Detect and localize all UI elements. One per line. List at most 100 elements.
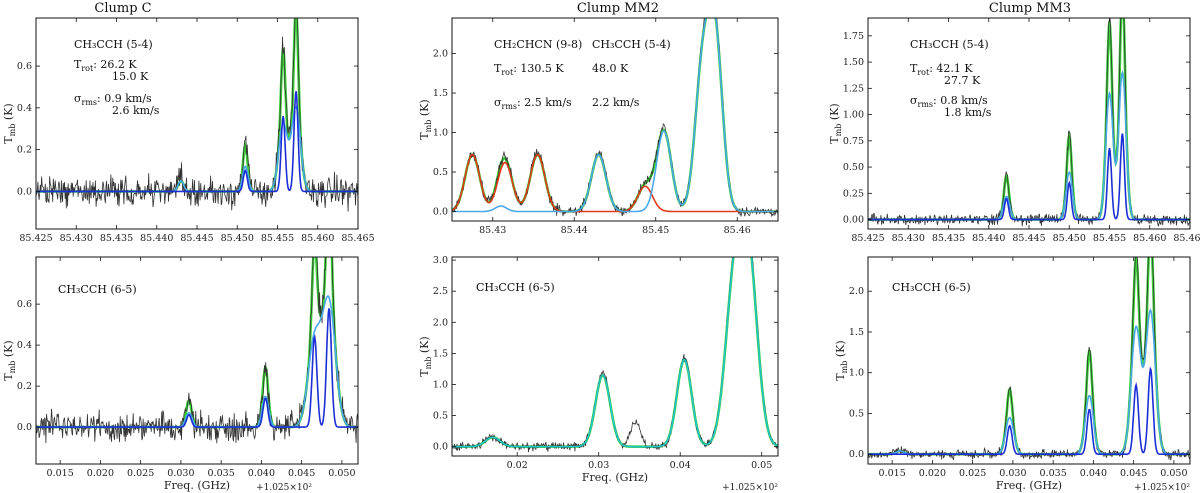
fit-component-0-line (452, 153, 778, 213)
annotation-text: 15.0 K (112, 70, 149, 83)
title-clump-c: Clump C (94, 1, 151, 16)
y-tick-label: 1.5 (433, 88, 448, 99)
annotation-text: 2.2 km/s (592, 96, 640, 109)
y-tick-label: 0.2 (17, 381, 32, 392)
x-tick-label: 0.045 (288, 468, 315, 479)
annotation-text: σrms: 0.8 km/s (910, 94, 988, 109)
x-tick-label: 0.035 (1040, 468, 1067, 479)
x-axis-label: Freq. (GHz) (164, 479, 230, 492)
offset-label-c: +1.025×10² (256, 483, 312, 493)
x-tick-label: 0.03 (588, 460, 609, 471)
annotation-text: CH₃CCH (5-4) (910, 38, 989, 51)
x-tick-label: 85.440 (140, 233, 173, 244)
x-tick-label: 85.465 (341, 233, 374, 244)
annotation-text: σrms: 0.9 km/s (74, 92, 152, 107)
x-tick-label: 0.040 (248, 468, 275, 479)
x-tick-label: 0.050 (1160, 468, 1187, 479)
x-tick-label: 85.435 (100, 233, 133, 244)
y-tick-label: 1.0 (433, 128, 448, 139)
y-tick-label: 0.4 (17, 103, 32, 114)
total-fit-line (868, 257, 1190, 456)
plot-area (36, 257, 358, 444)
x-tick-label: 0.04 (670, 460, 691, 471)
fit-component-1-line (868, 133, 1190, 221)
y-tick-label: 0.75 (843, 136, 864, 147)
x-tick-label: 0.015 (47, 468, 74, 479)
x-tick-label: 0.015 (879, 468, 906, 479)
panel-clump-c-5-4: 85.425 85.430 85.435 85.440 85.445 85.450 85.4… (2, 17, 375, 244)
annotation-text: CH₃CCH (6-5) (58, 283, 137, 296)
x-tick-label: 85.455 (1093, 233, 1126, 244)
fit-component-1-line (36, 91, 358, 193)
y-tick-label: 1.5 (849, 327, 864, 338)
y-tick-label: 3.0 (433, 255, 448, 266)
x-tick-label: 85.440 (972, 233, 1005, 244)
y-tick-label: 0.0 (433, 207, 448, 218)
axes-frame (867, 256, 1191, 465)
x-tick-label: 85.460 (301, 233, 334, 244)
total-fit-line (36, 257, 358, 429)
offset-label-mm2: +1.025×10² (722, 483, 778, 493)
plot-area (868, 18, 1190, 227)
y-axis-label: Tmb (K) (828, 103, 843, 143)
x-tick-label: 0.05 (751, 460, 772, 471)
y-tick-label: 2.0 (849, 286, 864, 297)
observed-spectrum-line (868, 18, 1190, 227)
y-tick-label: 2.0 (433, 49, 448, 60)
y-tick-label: 0.5 (433, 167, 448, 178)
axes-frame (35, 256, 359, 465)
x-tick-label: 0.045 (1120, 468, 1147, 479)
fit-component-0-line (36, 105, 358, 193)
y-tick-label: 1.0 (433, 379, 448, 390)
x-tick-label: 85.465 (1173, 233, 1200, 244)
x-tick-label: 0.040 (1080, 468, 1107, 479)
y-tick-label: 1.5 (433, 348, 448, 359)
y-tick-label: 1.75 (843, 31, 864, 42)
fit-component-1-line (36, 308, 358, 428)
x-tick-label: 85.445 (180, 233, 213, 244)
plot-area (868, 257, 1190, 461)
x-tick-label: 0.050 (328, 468, 355, 479)
y-tick-label: 1.25 (843, 83, 864, 94)
x-tick-label: 0.020 (919, 468, 946, 479)
x-tick-label: 85.46 (724, 225, 751, 236)
y-axis-label: Tmb (K) (2, 103, 17, 143)
y-tick-label: 0.6 (17, 299, 32, 310)
annotation-text: 1.8 km/s (944, 106, 992, 119)
total-fit-line (868, 18, 1190, 221)
annotation-text: σrms: 2.5 km/s (494, 96, 572, 111)
y-tick-label: 0.5 (433, 411, 448, 422)
x-tick-label: 0.025 (127, 468, 154, 479)
panel-clump-c-6-5: 0.015 0.020 0.025 0.030 0.035 0.040 0.045 0.050… (2, 256, 359, 492)
y-tick-label: 0.5 (849, 408, 864, 419)
x-tick-label: 0.035 (208, 468, 235, 479)
x-axis-label: Freq. (GHz) (996, 479, 1062, 492)
annotation-text: CH₃CCH (6-5) (476, 281, 555, 294)
y-tick-label: 0.0 (17, 186, 32, 197)
y-tick-label: 0.6 (17, 61, 32, 72)
y-tick-label: 0.0 (17, 422, 32, 433)
annotation-text: Trot: 42.1 K (910, 62, 973, 77)
x-tick-label: 85.445 (1012, 233, 1045, 244)
y-tick-label: 1.50 (843, 57, 864, 68)
annotation-text: 2.6 km/s (112, 104, 160, 117)
fit-component-1-line (452, 18, 778, 213)
x-tick-label: 85.425 (851, 233, 884, 244)
y-axis-label: Tmb (K) (2, 340, 17, 380)
observed-spectrum-line (868, 257, 1190, 461)
x-tick-label: 85.45 (642, 225, 669, 236)
fit-component-0-line (868, 308, 1190, 455)
panel-clump-mm2-6-5: 0.02 0.03 0.04 0.05 0.0 0.5 1.0 1.5 2.0 2.5 3.0 Tmb… (418, 255, 779, 484)
y-tick-label: 0.0 (849, 449, 864, 460)
axes-frame (451, 256, 779, 457)
y-tick-label: 2.0 (433, 317, 448, 328)
annotation-text: Trot: 130.5 K (494, 62, 564, 77)
panel-clump-mm3-6-5: 0.015 0.020 0.025 0.030 0.035 0.040 0.045 0.050… (834, 256, 1191, 492)
axes-frame (451, 17, 779, 222)
plot-area (452, 257, 778, 453)
y-tick-label: 0.25 (843, 188, 864, 199)
annotation-text: CH₃CCH (5-4) (592, 38, 671, 51)
x-tick-label: 0.020 (87, 468, 114, 479)
x-tick-label: 85.460 (1133, 233, 1166, 244)
x-tick-label: 85.455 (261, 233, 294, 244)
